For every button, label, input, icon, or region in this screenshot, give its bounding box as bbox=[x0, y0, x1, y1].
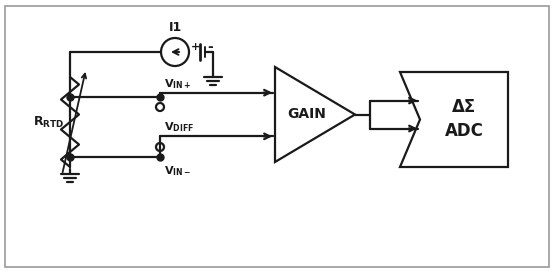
Text: $\mathbf{V_{IN+}}$: $\mathbf{V_{IN+}}$ bbox=[164, 77, 191, 91]
FancyBboxPatch shape bbox=[5, 6, 549, 267]
Text: I1: I1 bbox=[168, 21, 182, 34]
Text: ADC: ADC bbox=[444, 122, 484, 141]
Circle shape bbox=[156, 143, 164, 151]
Text: $\mathbf{R_{RTD}}$: $\mathbf{R_{RTD}}$ bbox=[33, 115, 64, 129]
Text: -: - bbox=[207, 40, 213, 54]
Text: $\mathbf{V_{DIFF}}$: $\mathbf{V_{DIFF}}$ bbox=[164, 120, 194, 134]
Text: ΔΣ: ΔΣ bbox=[452, 98, 476, 116]
Text: $\mathbf{V_{IN-}}$: $\mathbf{V_{IN-}}$ bbox=[164, 164, 191, 178]
Text: +: + bbox=[191, 42, 199, 52]
Circle shape bbox=[156, 103, 164, 111]
Text: GAIN: GAIN bbox=[288, 107, 326, 122]
